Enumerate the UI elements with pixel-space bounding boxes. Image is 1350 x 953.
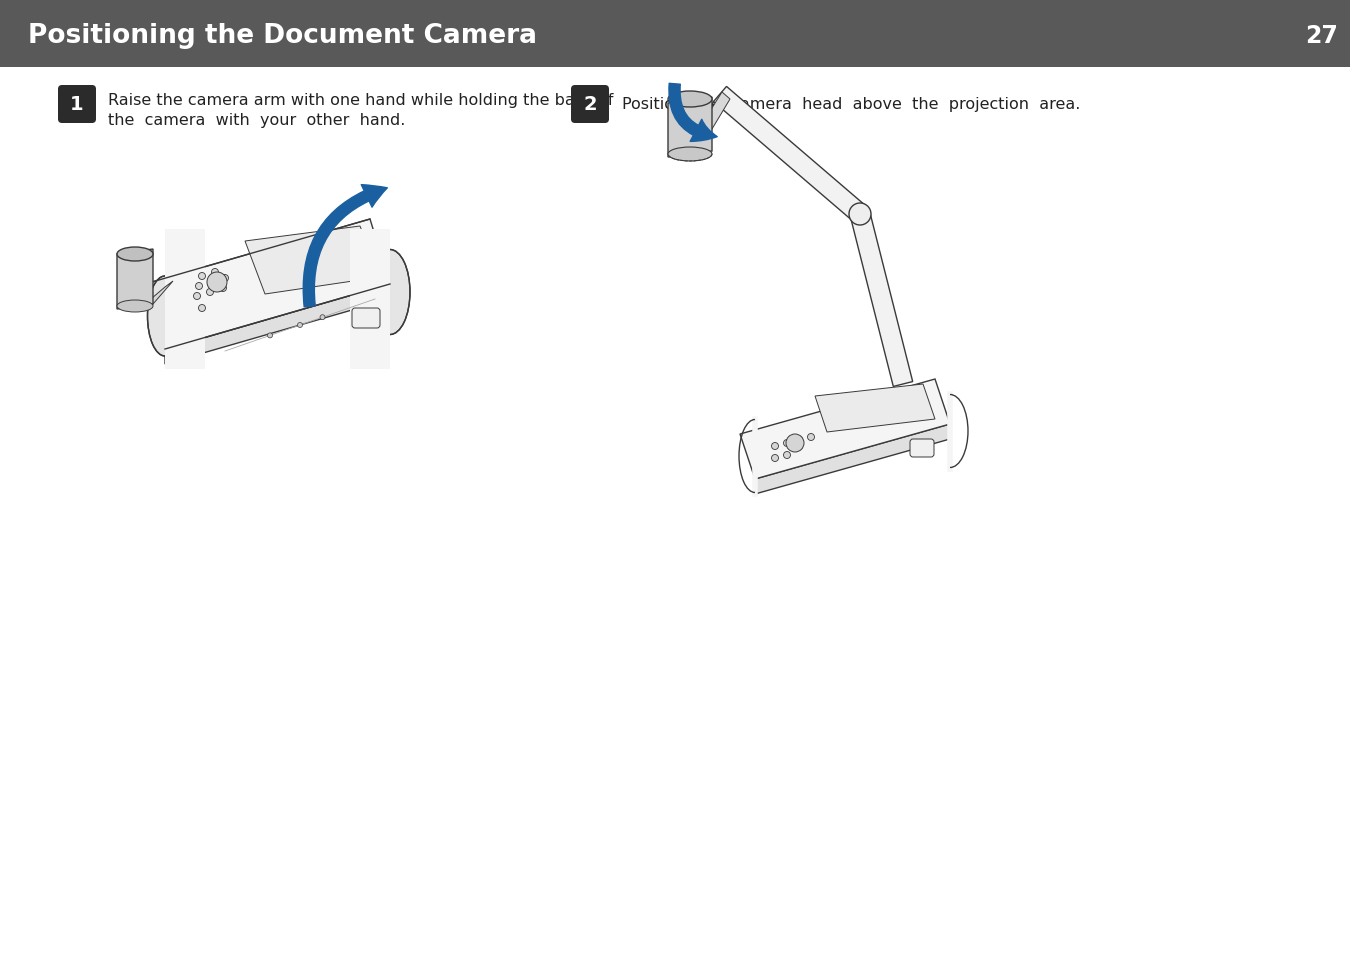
- FancyBboxPatch shape: [571, 86, 609, 124]
- Circle shape: [208, 279, 216, 286]
- Polygon shape: [815, 385, 936, 433]
- Circle shape: [198, 274, 205, 280]
- Ellipse shape: [117, 301, 153, 313]
- Polygon shape: [144, 282, 173, 305]
- Polygon shape: [165, 230, 205, 370]
- Polygon shape: [755, 424, 950, 495]
- Circle shape: [783, 452, 791, 459]
- Circle shape: [771, 455, 779, 462]
- Polygon shape: [350, 230, 390, 370]
- FancyArrowPatch shape: [304, 186, 387, 308]
- Circle shape: [320, 315, 325, 320]
- Circle shape: [783, 440, 791, 447]
- Circle shape: [220, 285, 227, 293]
- Text: Raise the camera arm with one hand while holding the base of: Raise the camera arm with one hand while…: [108, 92, 613, 108]
- Polygon shape: [144, 220, 390, 350]
- FancyBboxPatch shape: [910, 439, 934, 457]
- Text: Position  the  camera  head  above  the  projection  area.: Position the camera head above the proje…: [622, 97, 1080, 112]
- Text: Positioning the Document Camera: Positioning the Document Camera: [28, 23, 537, 49]
- Circle shape: [297, 323, 302, 328]
- Bar: [0, 0, 1350, 68]
- FancyBboxPatch shape: [58, 86, 96, 124]
- FancyArrowPatch shape: [668, 84, 717, 142]
- Circle shape: [193, 294, 201, 300]
- Circle shape: [196, 283, 202, 291]
- Polygon shape: [117, 250, 153, 310]
- Polygon shape: [705, 92, 730, 130]
- FancyBboxPatch shape: [352, 309, 379, 329]
- Circle shape: [771, 443, 779, 450]
- Circle shape: [221, 275, 228, 282]
- Text: 1: 1: [70, 95, 84, 114]
- Text: 2: 2: [583, 95, 597, 114]
- Circle shape: [795, 437, 802, 444]
- Ellipse shape: [849, 204, 871, 226]
- Ellipse shape: [668, 148, 711, 162]
- Circle shape: [267, 334, 273, 338]
- Ellipse shape: [668, 91, 711, 108]
- Polygon shape: [244, 227, 379, 294]
- Ellipse shape: [370, 251, 410, 335]
- Polygon shape: [668, 98, 711, 158]
- Ellipse shape: [147, 276, 182, 356]
- Circle shape: [207, 289, 213, 296]
- Text: the  camera  with  your  other  hand.: the camera with your other hand.: [108, 112, 405, 128]
- Polygon shape: [165, 285, 390, 365]
- Circle shape: [198, 305, 205, 313]
- Ellipse shape: [117, 248, 153, 262]
- Circle shape: [786, 435, 805, 453]
- Circle shape: [212, 269, 219, 276]
- Polygon shape: [740, 379, 950, 479]
- Text: 27: 27: [1305, 24, 1338, 48]
- Polygon shape: [714, 88, 867, 222]
- Circle shape: [207, 273, 227, 293]
- Polygon shape: [850, 213, 913, 387]
- Circle shape: [807, 434, 814, 441]
